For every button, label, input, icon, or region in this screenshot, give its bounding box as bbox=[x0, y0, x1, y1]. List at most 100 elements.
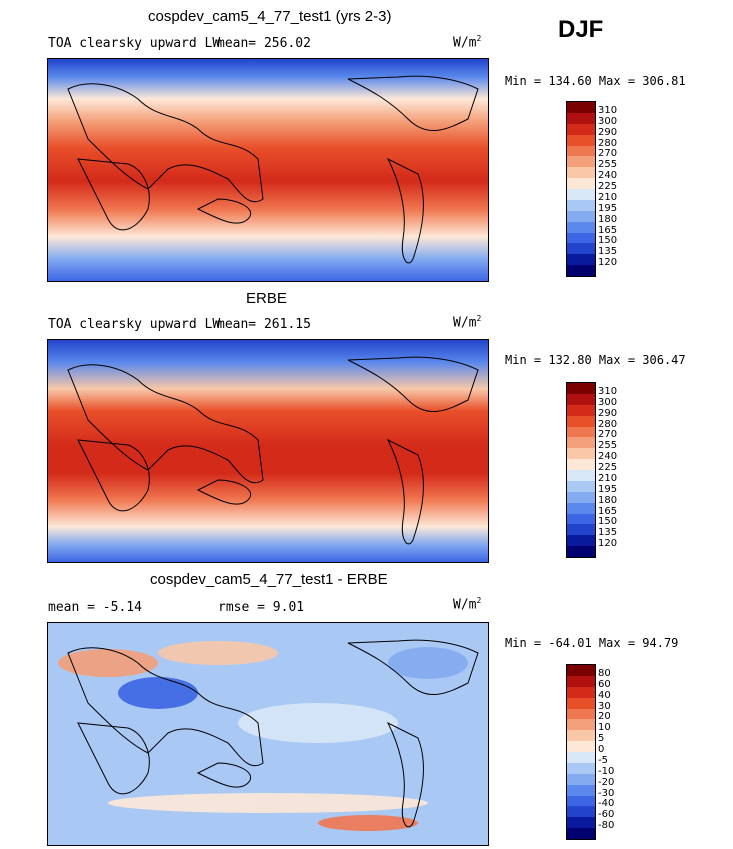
colorbar-swatch bbox=[567, 491, 595, 503]
colorbar-swatch bbox=[567, 134, 595, 146]
panel-obs-variable: TOA clearsky upward LW bbox=[48, 317, 221, 332]
colorbar-tick-label: 150 bbox=[598, 235, 618, 247]
colorbar-tick-label: 300 bbox=[598, 396, 618, 408]
panel-model-minmax: Min = 134.60 Max = 306.81 bbox=[505, 74, 686, 88]
colorbar-tick-label: 20 bbox=[598, 711, 611, 723]
panel-diff-minmax: Min = -64.01 Max = 94.79 bbox=[505, 636, 679, 650]
colorbar-tick-label: 270 bbox=[598, 148, 618, 160]
colorbar-tick-label: 310 bbox=[598, 385, 618, 397]
colorbar-tick-label: -60 bbox=[598, 809, 615, 821]
colorbar-swatch bbox=[567, 210, 595, 222]
colorbar-tick-label: -10 bbox=[598, 765, 615, 777]
colorbar-tick-label: 40 bbox=[598, 689, 611, 701]
colorbar-swatch bbox=[567, 806, 595, 818]
colorbar-swatch bbox=[567, 232, 595, 244]
colorbar-swatch bbox=[567, 178, 595, 189]
panel-model-mean: mean= 256.02 bbox=[217, 36, 311, 51]
colorbar-tick-label: 120 bbox=[598, 538, 618, 550]
map-svg bbox=[48, 59, 488, 281]
colorbar-swatch bbox=[567, 404, 595, 416]
colorbar-swatch bbox=[567, 828, 595, 839]
colorbar-swatch bbox=[567, 448, 595, 460]
panel-diff-colorbar bbox=[566, 664, 596, 840]
colorbar-tick-label: 255 bbox=[598, 159, 618, 171]
colorbar-tick-label: 240 bbox=[598, 170, 618, 182]
panel-model-variable: TOA clearsky upward LW bbox=[48, 36, 221, 51]
panel-model-map bbox=[47, 58, 489, 282]
colorbar-tick-label: 195 bbox=[598, 202, 618, 214]
colorbar-tick-label: 290 bbox=[598, 126, 618, 138]
panel-diff-mean: mean = -5.14 bbox=[48, 600, 142, 615]
colorbar-swatch bbox=[567, 459, 595, 470]
colorbar-tick-label: 30 bbox=[598, 700, 611, 712]
colorbar-tick-label: -20 bbox=[598, 776, 615, 788]
colorbar-tick-label: 270 bbox=[598, 429, 618, 441]
colorbar-swatch bbox=[567, 762, 595, 774]
colorbar-swatch bbox=[567, 470, 595, 481]
panel-obs-mean: mean= 261.15 bbox=[217, 317, 311, 332]
colorbar-tick-label: -40 bbox=[598, 798, 615, 810]
colorbar-tick-label: 0 bbox=[598, 744, 605, 755]
colorbar-tick-label: 210 bbox=[598, 472, 618, 484]
colorbar-swatch bbox=[567, 773, 595, 785]
colorbar-tick-label: 165 bbox=[598, 505, 618, 517]
colorbar-tick-label: 225 bbox=[598, 181, 618, 192]
colorbar-swatch bbox=[567, 665, 595, 676]
colorbar-swatch bbox=[567, 145, 595, 157]
map-svg bbox=[48, 340, 488, 562]
colorbar-tick-label: -80 bbox=[598, 820, 615, 832]
panel-obs-colorbar bbox=[566, 382, 596, 558]
colorbar-swatch bbox=[567, 708, 595, 720]
colorbar-swatch bbox=[567, 524, 595, 536]
colorbar-swatch bbox=[567, 156, 595, 168]
colorbar-tick-label: 10 bbox=[598, 722, 611, 734]
colorbar-tick-label: 165 bbox=[598, 224, 618, 236]
colorbar-tick-label: 225 bbox=[598, 462, 618, 473]
colorbar-tick-label: -5 bbox=[598, 754, 608, 766]
colorbar-swatch bbox=[567, 102, 595, 113]
colorbar-fill bbox=[567, 665, 595, 839]
colorbar-swatch bbox=[567, 817, 595, 829]
colorbar-swatch bbox=[567, 221, 595, 233]
colorbar-swatch bbox=[567, 123, 595, 135]
colorbar-tick-label: 300 bbox=[598, 115, 618, 127]
colorbar-swatch bbox=[567, 502, 595, 514]
panel-model-colorbar bbox=[566, 101, 596, 277]
panel-model-units: W/m2 bbox=[453, 34, 482, 51]
colorbar-tick-label: 180 bbox=[598, 494, 618, 506]
panel-model-title: cospdev_cam5_4_77_test1 (yrs 2-3) bbox=[148, 8, 392, 25]
colorbar-swatch bbox=[567, 383, 595, 394]
season-label: DJF bbox=[558, 16, 604, 43]
colorbar-swatch bbox=[567, 112, 595, 124]
colorbar-swatch bbox=[567, 513, 595, 525]
colorbar-swatch bbox=[567, 686, 595, 698]
colorbar-swatch bbox=[567, 719, 595, 731]
colorbar-tick-label: 120 bbox=[598, 257, 618, 269]
colorbar-swatch bbox=[567, 730, 595, 742]
colorbar-tick-label: 280 bbox=[598, 137, 618, 149]
map-svg bbox=[48, 623, 488, 845]
panel-diff-map bbox=[47, 622, 489, 846]
colorbar-tick-label: 240 bbox=[598, 451, 618, 463]
colorbar-tick-label: 310 bbox=[598, 104, 618, 116]
colorbar-fill bbox=[567, 102, 595, 276]
colorbar-swatch bbox=[567, 199, 595, 211]
colorbar-swatch bbox=[567, 243, 595, 255]
colorbar-fill bbox=[567, 383, 595, 557]
colorbar-swatch bbox=[567, 741, 595, 752]
colorbar-swatch bbox=[567, 675, 595, 687]
colorbar-tick-label: 80 bbox=[598, 667, 611, 679]
colorbar-tick-label: 135 bbox=[598, 527, 618, 539]
colorbar-tick-label: 280 bbox=[598, 418, 618, 430]
colorbar-swatch bbox=[567, 546, 595, 557]
colorbar-tick-label: -30 bbox=[598, 787, 615, 799]
colorbar-tick-label: 5 bbox=[598, 733, 605, 745]
colorbar-tick-label: 290 bbox=[598, 407, 618, 419]
colorbar-tick-label: 210 bbox=[598, 191, 618, 203]
panel-obs-units: W/m2 bbox=[453, 314, 482, 331]
colorbar-swatch bbox=[567, 167, 595, 179]
colorbar-swatch bbox=[567, 426, 595, 438]
colorbar-swatch bbox=[567, 415, 595, 427]
colorbar-swatch bbox=[567, 254, 595, 266]
colorbar-tick-label: 150 bbox=[598, 516, 618, 528]
